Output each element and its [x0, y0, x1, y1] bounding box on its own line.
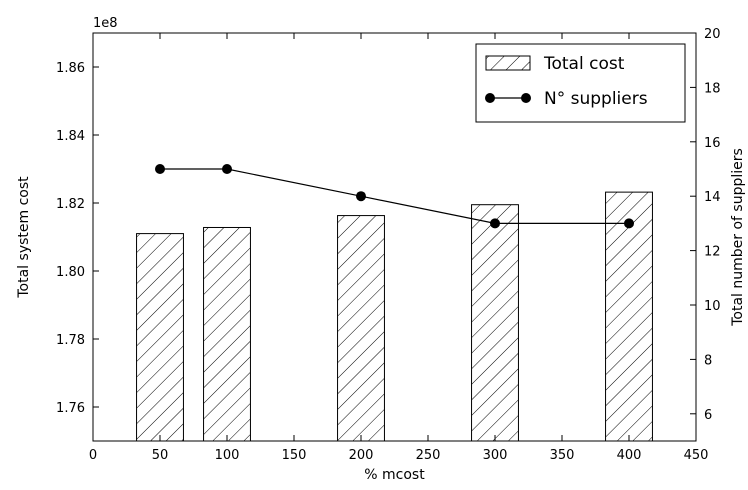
bar-total-cost [203, 226, 251, 442]
legend-swatch-total-cost [485, 55, 531, 71]
x-tick-label: 200 [349, 448, 374, 463]
right-tick-label: 16 [704, 136, 721, 151]
right-tick-label: 12 [704, 245, 721, 260]
left-axis: 1.76 1.78 1.80 1.82 1.84 1.86 [56, 61, 99, 416]
x-tick-label: 400 [617, 448, 642, 463]
suppliers-point [222, 164, 232, 174]
right-tick-label: 18 [704, 81, 721, 96]
bar-total-cost [136, 233, 184, 442]
left-tick-label: 1.80 [56, 265, 85, 280]
bar-total-cost [605, 191, 653, 442]
x-tick-label: 300 [483, 448, 508, 463]
left-tick-label: 1.86 [56, 61, 85, 76]
left-tick-label: 1.78 [56, 333, 85, 348]
right-tick-label: 20 [704, 27, 721, 42]
x-tick-label: 350 [550, 448, 575, 463]
bar-total-cost [337, 215, 385, 442]
legend-marker-suppliers-left [485, 93, 495, 103]
bar-total-cost [471, 204, 519, 442]
suppliers-point [490, 218, 500, 229]
offset-label: 1e8 [93, 16, 118, 31]
suppliers-point [155, 164, 165, 174]
right-tick-label: 6 [704, 408, 712, 423]
suppliers-point [624, 218, 634, 229]
legend-label-total-cost: Total cost [543, 54, 625, 74]
x-tick-label: 250 [416, 448, 441, 463]
suppliers-line [160, 168, 629, 224]
suppliers-point [356, 191, 366, 202]
left-axis-label: Total system cost [16, 176, 32, 299]
x-tick-label: 100 [215, 448, 240, 463]
x-tick-label: 50 [152, 448, 169, 463]
plot-frame [92, 32, 697, 442]
x-tick-label: 0 [89, 448, 97, 463]
left-tick-label: 1.76 [56, 401, 85, 416]
right-axis-label: Total number of suppliers [730, 148, 746, 327]
left-tick-label: 1.82 [56, 197, 85, 212]
x-axis-label: % mcost [364, 467, 425, 483]
x-tick-label: 450 [684, 448, 709, 463]
legend-marker-suppliers-right [521, 93, 531, 103]
legend: Total cost N° suppliers [475, 43, 686, 123]
right-tick-label: 8 [704, 353, 712, 368]
right-tick-label: 14 [704, 190, 721, 205]
x-axis: 0 50 100 150 200 250 300 350 400 450 [89, 33, 709, 463]
right-axis: 6 8 10 12 14 16 18 20 [690, 27, 721, 423]
left-tick-label: 1.84 [56, 129, 85, 144]
bar-group [136, 191, 653, 442]
suppliers-line-group [155, 164, 634, 229]
legend-label-suppliers: N° suppliers [544, 89, 648, 109]
x-tick-label: 150 [282, 448, 307, 463]
right-tick-label: 10 [704, 299, 721, 314]
